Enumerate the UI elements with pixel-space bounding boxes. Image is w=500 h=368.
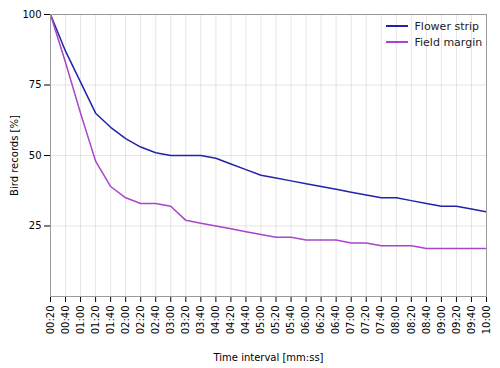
- svg-text:07:00: 07:00: [345, 306, 356, 335]
- svg-text:04:00: 04:00: [210, 306, 221, 335]
- svg-text:04:20: 04:20: [225, 306, 236, 335]
- svg-text:Field margin: Field margin: [415, 36, 483, 49]
- svg-text:Flower strip: Flower strip: [415, 20, 480, 33]
- svg-text:07:20: 07:20: [360, 306, 371, 335]
- svg-text:03:00: 03:00: [165, 306, 176, 335]
- svg-text:01:00: 01:00: [75, 306, 86, 335]
- svg-text:03:40: 03:40: [195, 306, 206, 335]
- svg-text:75: 75: [29, 79, 42, 90]
- svg-text:00:20: 00:20: [45, 306, 56, 335]
- svg-text:Bird records [%]: Bird records [%]: [9, 115, 20, 196]
- svg-text:02:20: 02:20: [135, 306, 146, 335]
- svg-text:100: 100: [22, 9, 41, 20]
- svg-text:09:00: 09:00: [436, 306, 447, 335]
- svg-text:06:40: 06:40: [330, 306, 341, 335]
- svg-text:01:40: 01:40: [105, 306, 116, 335]
- svg-text:05:40: 05:40: [285, 306, 296, 335]
- svg-text:Time interval [mm:ss]: Time interval [mm:ss]: [212, 352, 323, 363]
- svg-text:08:00: 08:00: [390, 306, 401, 335]
- svg-text:05:00: 05:00: [255, 306, 266, 335]
- svg-text:09:40: 09:40: [466, 306, 477, 335]
- svg-text:00:40: 00:40: [60, 306, 71, 335]
- svg-text:04:40: 04:40: [240, 306, 251, 335]
- svg-text:01:20: 01:20: [90, 306, 101, 335]
- svg-text:03:20: 03:20: [180, 306, 191, 335]
- svg-text:06:00: 06:00: [300, 306, 311, 335]
- svg-text:10:00: 10:00: [481, 306, 492, 335]
- svg-text:50: 50: [29, 150, 42, 161]
- svg-text:06:20: 06:20: [315, 306, 326, 335]
- svg-text:25: 25: [29, 220, 42, 231]
- svg-text:08:20: 08:20: [406, 306, 417, 335]
- svg-text:09:20: 09:20: [451, 306, 462, 335]
- svg-text:08:40: 08:40: [421, 306, 432, 335]
- svg-text:07:40: 07:40: [375, 306, 386, 335]
- svg-text:05:20: 05:20: [270, 306, 281, 335]
- svg-text:02:40: 02:40: [150, 306, 161, 335]
- svg-text:02:00: 02:00: [120, 306, 131, 335]
